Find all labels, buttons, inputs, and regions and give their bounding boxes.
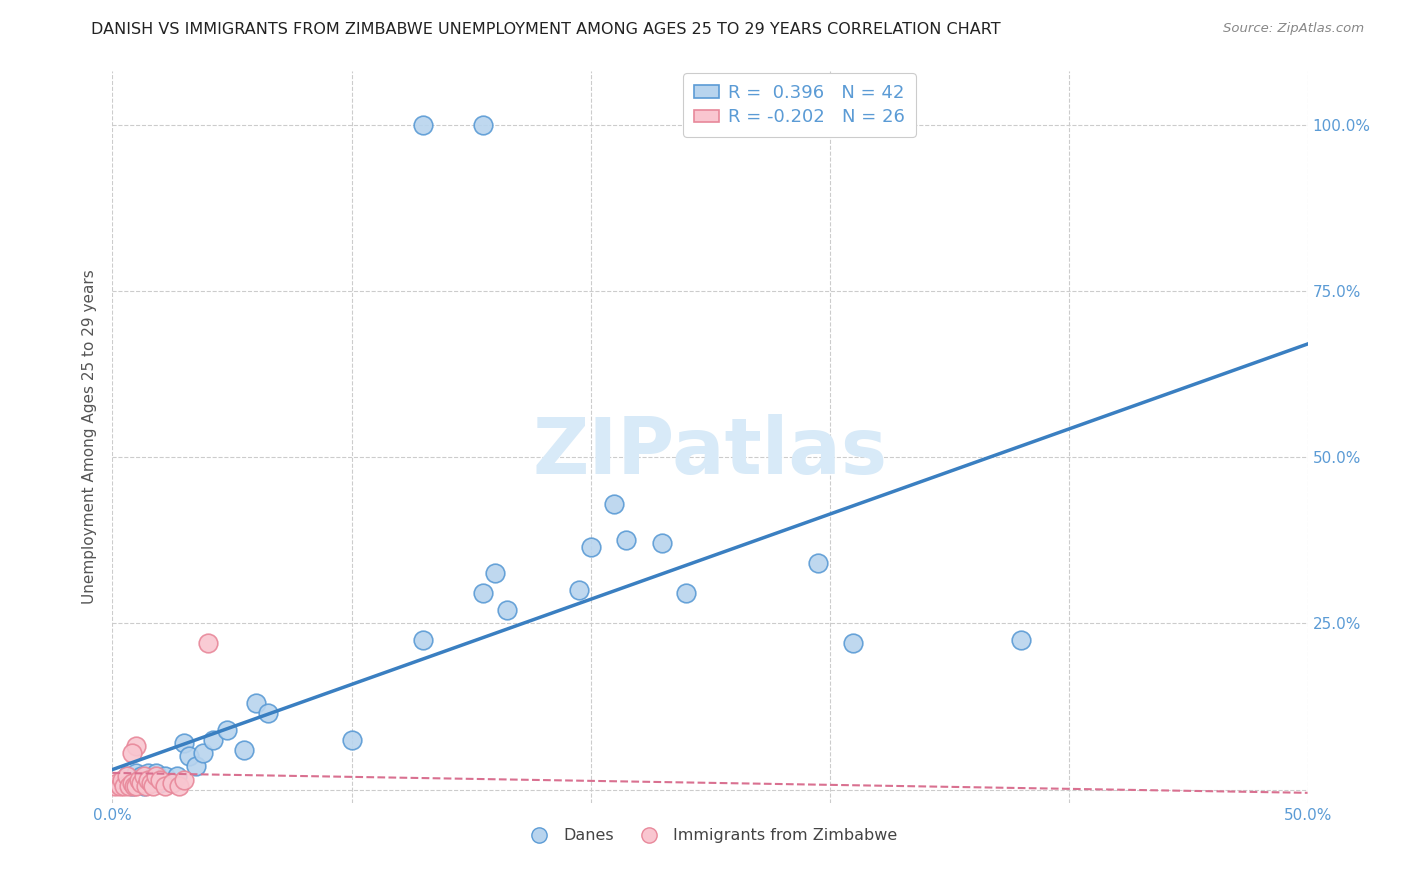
Point <box>217 723 239 737</box>
Point <box>129 776 152 790</box>
Point <box>129 769 152 783</box>
Point <box>603 497 626 511</box>
Point <box>128 776 150 790</box>
Point <box>412 632 434 647</box>
Point <box>675 586 697 600</box>
Point <box>173 736 195 750</box>
Point <box>340 732 363 747</box>
Point <box>111 776 134 790</box>
Point <box>114 779 135 793</box>
Point <box>193 746 215 760</box>
Point <box>115 769 138 783</box>
Point <box>177 749 200 764</box>
Point <box>135 779 157 793</box>
Text: Source: ZipAtlas.com: Source: ZipAtlas.com <box>1223 22 1364 36</box>
Point <box>186 759 208 773</box>
Point <box>104 779 127 793</box>
Point <box>115 769 138 783</box>
Point <box>132 769 155 783</box>
Point <box>245 696 267 710</box>
Point <box>472 118 495 132</box>
Point <box>142 779 165 793</box>
Point <box>139 776 162 790</box>
Point <box>842 636 865 650</box>
Point <box>233 742 256 756</box>
Point <box>651 536 673 550</box>
Point <box>122 772 145 787</box>
Point <box>166 769 188 783</box>
Point <box>121 779 143 793</box>
Point <box>257 706 280 720</box>
Point <box>162 776 183 790</box>
Point <box>138 765 160 780</box>
Point <box>472 586 495 600</box>
Point <box>125 739 148 754</box>
Text: DANISH VS IMMIGRANTS FROM ZIMBABWE UNEMPLOYMENT AMONG AGES 25 TO 29 YEARS CORREL: DANISH VS IMMIGRANTS FROM ZIMBABWE UNEMP… <box>91 22 1001 37</box>
Point <box>496 603 519 617</box>
Point <box>173 772 195 787</box>
Point <box>197 636 219 650</box>
Point <box>145 765 167 780</box>
Point <box>135 772 157 787</box>
Point <box>807 557 830 571</box>
Point <box>149 772 172 787</box>
Point <box>138 772 160 787</box>
Text: ZIPatlas: ZIPatlas <box>533 414 887 490</box>
Point <box>139 776 162 790</box>
Point <box>412 118 434 132</box>
Point <box>122 779 145 793</box>
Point <box>145 769 167 783</box>
Point <box>1010 632 1032 647</box>
Point <box>162 776 183 790</box>
Point <box>108 779 131 793</box>
Point <box>105 776 128 790</box>
Legend: Danes, Immigrants from Zimbabwe: Danes, Immigrants from Zimbabwe <box>516 822 904 850</box>
Point <box>149 776 172 790</box>
Point <box>169 779 191 793</box>
Point <box>153 779 176 793</box>
Point <box>125 765 148 780</box>
Point <box>118 779 141 793</box>
Point <box>484 566 506 581</box>
Point <box>128 772 150 787</box>
Point <box>153 769 176 783</box>
Y-axis label: Unemployment Among Ages 25 to 29 years: Unemployment Among Ages 25 to 29 years <box>82 269 97 605</box>
Point <box>201 732 224 747</box>
Point <box>121 776 143 790</box>
Point <box>568 582 591 597</box>
Point <box>121 746 143 760</box>
Point <box>616 533 638 548</box>
Point <box>111 772 134 787</box>
Point <box>125 779 148 793</box>
Point <box>132 779 155 793</box>
Point <box>579 540 602 554</box>
